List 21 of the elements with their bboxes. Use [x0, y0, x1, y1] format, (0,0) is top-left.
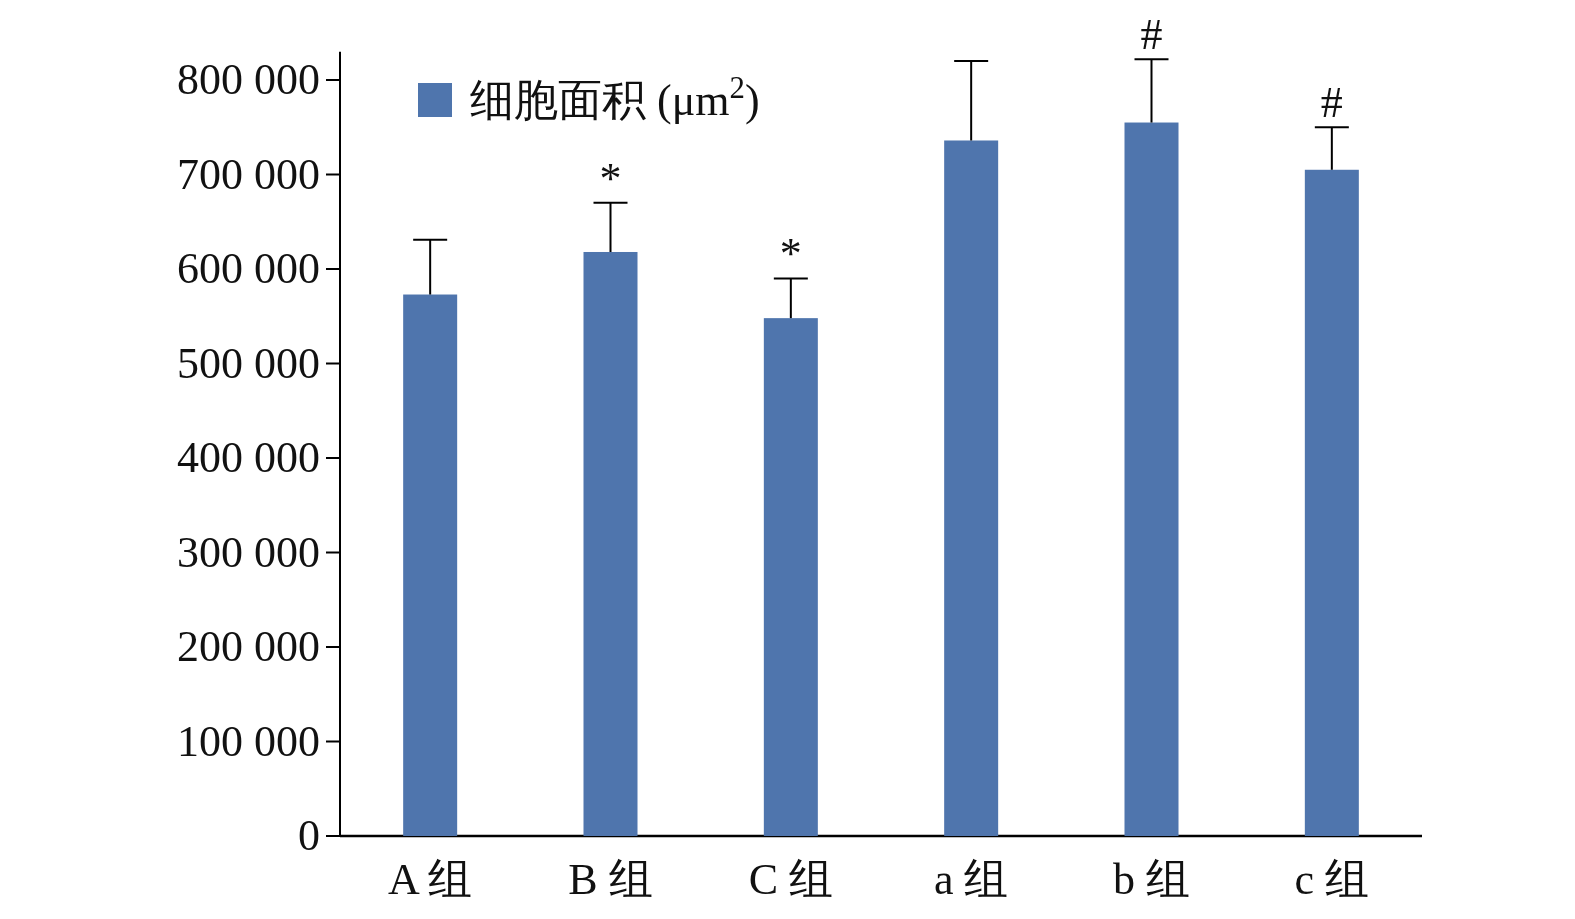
annotation: * — [779, 229, 802, 279]
legend: 细胞面积 (μm$^{2}$) — [418, 71, 760, 125]
annotation: # — [1140, 10, 1163, 60]
y-tick-label: 800 000 — [177, 55, 320, 104]
annotation: * — [599, 153, 622, 203]
x-tick-label: C 组 — [748, 855, 834, 904]
x-tick-label: b 组 — [1113, 855, 1190, 904]
y-tick-label: 0 — [298, 811, 320, 860]
y-tick-label: 200 000 — [177, 622, 320, 671]
x-tick-label: B 组 — [568, 855, 653, 904]
annotation: # — [1320, 78, 1343, 128]
y-tick-label: 700 000 — [177, 149, 320, 199]
legend-label: 细胞面积 (μm$^{2}$) — [470, 71, 760, 125]
y-tick-label: 100 000 — [177, 716, 320, 766]
y-tick-label: 600 000 — [177, 244, 320, 293]
x-tick-label: a 组 — [933, 855, 1009, 904]
x-tick-label: A 组 — [387, 855, 473, 904]
x-tick-label: c 组 — [1294, 855, 1370, 904]
y-tick-label: 400 000 — [177, 433, 320, 482]
y-tick-label: 300 000 — [177, 527, 320, 577]
y-tick-label: 500 000 — [177, 338, 320, 388]
